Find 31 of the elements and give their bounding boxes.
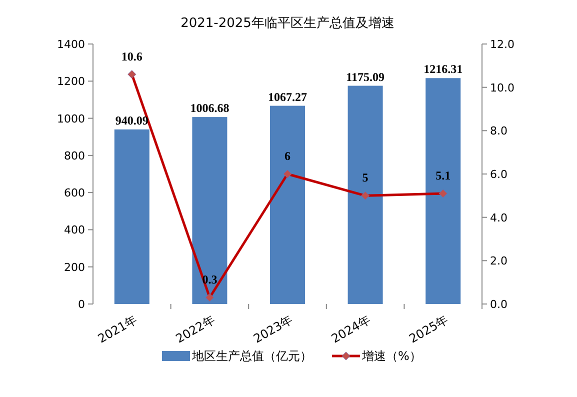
y-tick-label: 1400 <box>57 38 85 51</box>
data-label: 5 <box>362 170 368 185</box>
y2-tick-label: 0.0 <box>490 298 508 311</box>
y2-tick-label: 10.0 <box>490 81 514 94</box>
data-label: 1006.68 <box>190 101 230 116</box>
y2-tick-label: 8.0 <box>490 124 508 138</box>
legend-label: 地区生产总值（亿元） <box>191 349 312 363</box>
y-tick-label: 1200 <box>57 75 85 88</box>
bar <box>348 86 383 304</box>
data-label: 10.6 <box>121 49 142 64</box>
y2-tick-label: 2.0 <box>490 254 508 268</box>
data-label: 5.1 <box>436 168 451 182</box>
y-tick-label: 600 <box>64 186 85 200</box>
data-label: 1067.27 <box>268 90 307 104</box>
y-tick-label: 1000 <box>57 112 85 126</box>
bar <box>192 117 228 304</box>
bar <box>270 106 306 304</box>
y-tick-label: 400 <box>64 224 85 237</box>
data-label: 1216.31 <box>424 62 463 76</box>
y-tick-label: 0 <box>78 298 85 311</box>
bar <box>426 78 461 304</box>
y-tick-label: 800 <box>64 149 85 162</box>
y-tick-label: 200 <box>64 260 85 274</box>
y2-tick-label: 6.0 <box>490 168 508 181</box>
y2-tick-label: 12.0 <box>490 38 514 51</box>
legend-label: 增速（%） <box>361 349 422 363</box>
bar <box>114 129 150 304</box>
data-label: 6 <box>284 149 290 163</box>
y2-tick-label: 4.0 <box>490 211 508 224</box>
chart-title: 2021-2025年临平区生产总值及增速 <box>180 16 394 31</box>
data-label: 1175.09 <box>346 70 384 84</box>
